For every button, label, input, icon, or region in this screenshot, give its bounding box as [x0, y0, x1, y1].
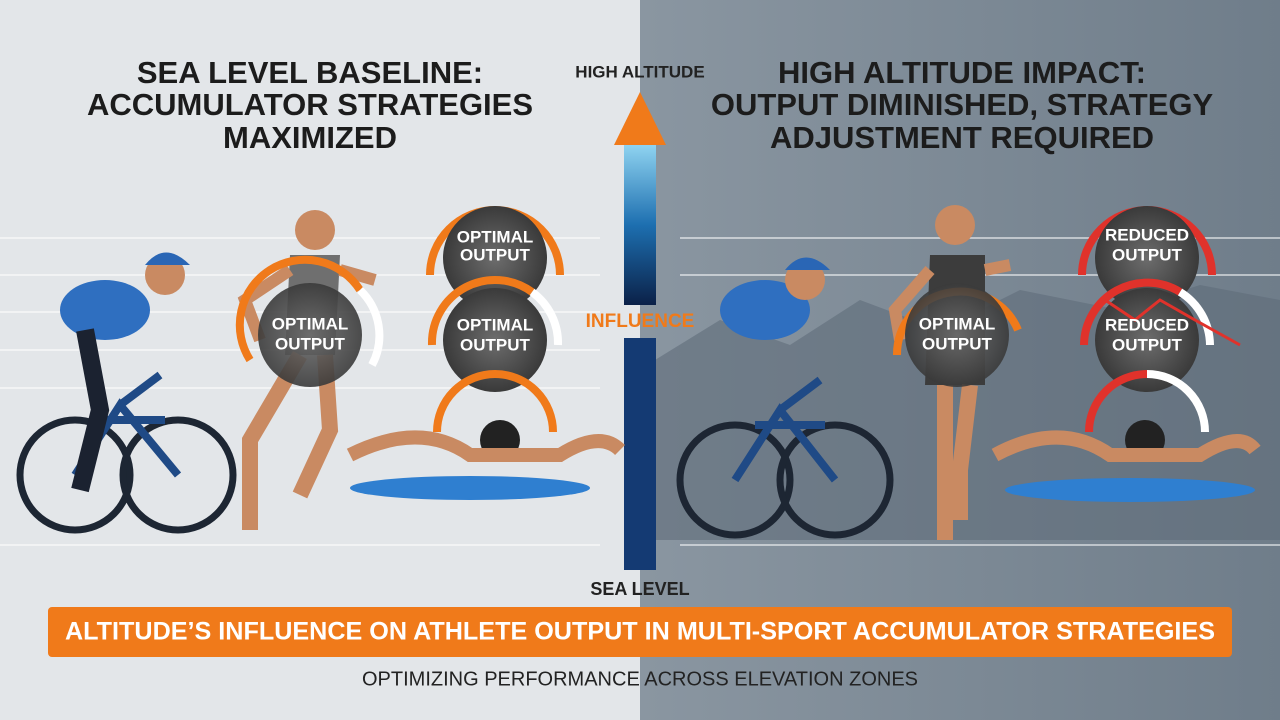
- gauge: OPTIMAL OUTPUT: [235, 255, 384, 387]
- gauge: REDUCED OUTPUT: [1080, 278, 1241, 392]
- gauge-arc: [1085, 370, 1148, 433]
- right-title: OUTPUT DIMINISHED, STRATEGY: [711, 87, 1214, 122]
- gauge-label: OUTPUT: [1112, 245, 1183, 264]
- banner: [48, 607, 1232, 657]
- gauge-arc: [1146, 370, 1209, 433]
- altitude-bar: [624, 145, 656, 305]
- gauge-label: OUTPUT: [922, 334, 993, 353]
- left-title: SEA LEVEL BASELINE:: [137, 55, 483, 90]
- left-cyclist: [16, 252, 237, 534]
- gauge-label: OPTIMAL: [457, 315, 534, 334]
- gauge-label: REDUCED: [1105, 315, 1189, 334]
- banner-text: ALTITUDE’S INFLUENCE ON ATHLETE OUTPUT I…: [65, 618, 1215, 646]
- gauge-label: OPTIMAL: [457, 227, 534, 246]
- gauge: OPTIMAL OUTPUT: [427, 275, 563, 392]
- gauge-label: OUTPUT: [1112, 335, 1183, 354]
- axis-middle-label: INFLUENCE: [586, 311, 695, 332]
- gauge-label: OUTPUT: [460, 335, 531, 354]
- gauge-label: OUTPUT: [275, 334, 346, 353]
- left-swimmer: [346, 420, 625, 500]
- axis-top-label: HIGH ALTITUDE: [575, 62, 704, 81]
- gauge-label: OPTIMAL: [919, 314, 996, 333]
- gauge-label: OPTIMAL: [272, 314, 349, 333]
- left-title: ACCUMULATOR STRATEGIES: [87, 87, 533, 122]
- right-cyclist: [676, 257, 894, 539]
- right-swimmer: [991, 420, 1261, 502]
- axis-bottom-label: SEA LEVEL: [590, 579, 689, 599]
- up-arrow: [614, 92, 666, 145]
- gauge-label: REDUCED: [1105, 225, 1189, 244]
- subtitle: OPTIMIZING PERFORMANCE ACROSS ELEVATION …: [362, 668, 918, 690]
- gauge-label: OUTPUT: [460, 245, 531, 264]
- right-title: HIGH ALTITUDE IMPACT:: [778, 55, 1146, 90]
- gauge: OPTIMAL OUTPUT: [892, 283, 1022, 387]
- left-title: MAXIMIZED: [223, 120, 397, 155]
- right-title: ADJUSTMENT REQUIRED: [770, 120, 1154, 155]
- gauge-arc: [433, 370, 557, 433]
- altitude-bar: [624, 338, 656, 570]
